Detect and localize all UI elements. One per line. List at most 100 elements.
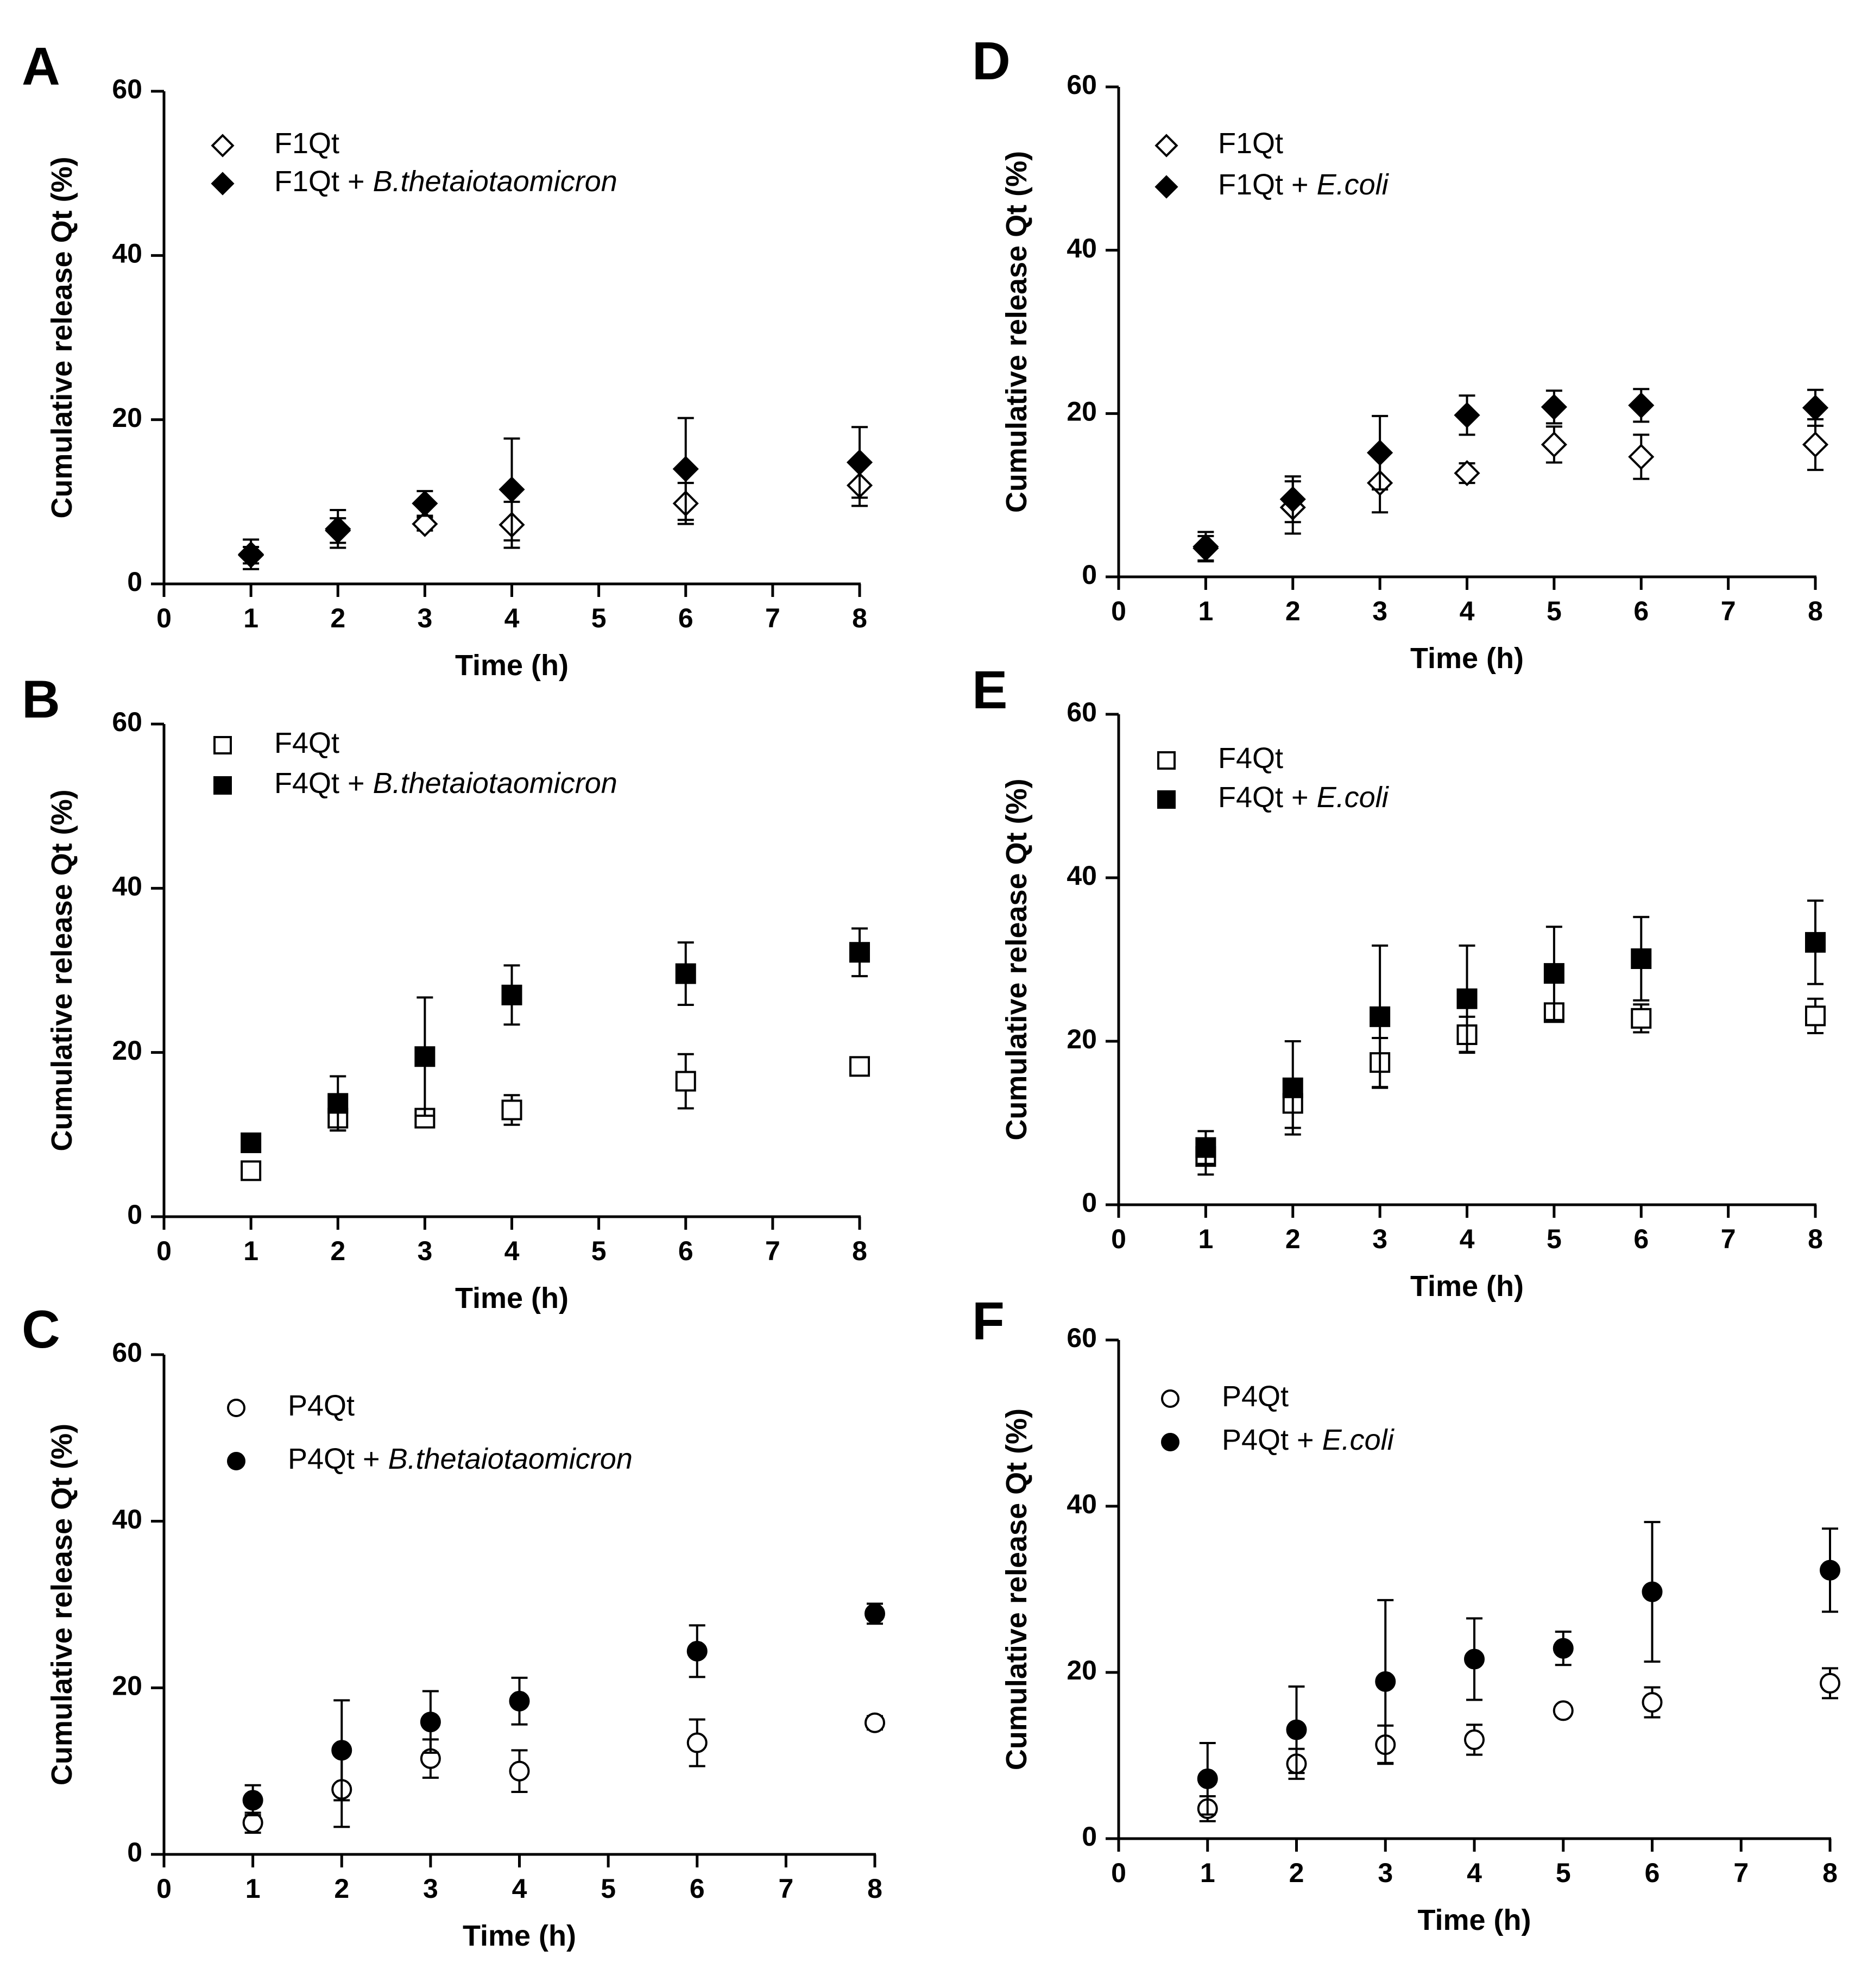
panel-e-y-tick-label: 20 — [1067, 1024, 1097, 1054]
panel-f-x-tick-label: 6 — [1645, 1858, 1660, 1888]
panel-f-data-point — [1553, 1638, 1574, 1659]
panel-a-legend-label-1: F1Qt — [274, 127, 339, 160]
panel-d-data-point — [1454, 460, 1480, 487]
panel-a-x-tick-label: 4 — [504, 603, 520, 633]
panel-f-y-tick-label: 0 — [1082, 1821, 1097, 1852]
panel-a-data-point — [412, 511, 438, 537]
panel-d-legend-label-main: F1Qt — [1218, 127, 1283, 160]
panel-d-x-tick-label: 4 — [1460, 596, 1475, 626]
panel-d-x-tick-label: 1 — [1198, 596, 1213, 626]
panel-a-chart: A 0 1 2 3 4 5 6 7 8 0 20 40 60 Time (h) Cumulative rele… — [22, 36, 873, 682]
panel-b-x-tick-label: 6 — [678, 1236, 693, 1266]
panel-f-data-point — [1375, 1671, 1396, 1692]
panel-f-data-point — [1820, 1672, 1840, 1694]
panel-f-x-tick-label: 8 — [1822, 1858, 1838, 1888]
panel-c-y-tick-label: 0 — [127, 1837, 142, 1867]
panel-a-y-tick-label: 0 — [127, 567, 142, 597]
panel-d-series-2 — [1192, 388, 1829, 563]
panel-f-legend-label-main: P4Qt — [1222, 1380, 1289, 1413]
panel-c-x-tick-label: 8 — [867, 1873, 882, 1904]
panel-a-y-tick-label: 60 — [112, 74, 142, 104]
panel-a-series-2 — [238, 417, 873, 570]
panel-e-data-point — [1805, 932, 1826, 953]
panel-e-x-tick-label: 8 — [1808, 1224, 1823, 1254]
panel-c-x-axis-title: Time (h) — [463, 1920, 576, 1952]
panel-c-data-point — [420, 1712, 441, 1733]
panel-a-y-tick-label: 40 — [112, 238, 142, 269]
panel-b-legend-label-main: F4Qt + — [274, 767, 373, 800]
panel-e-x-tick-label: 6 — [1633, 1224, 1649, 1254]
panel-e-x-tick-label: 3 — [1372, 1224, 1387, 1254]
panel-e-y-tick-label: 0 — [1082, 1187, 1097, 1218]
panel-a-x-tick-label: 7 — [765, 603, 780, 633]
panel-a-y-tick-label: 20 — [112, 402, 142, 433]
panel-e-x-tick-label: 7 — [1721, 1224, 1736, 1254]
panel-c-data-point — [686, 1732, 708, 1753]
panel-f-legend-marker-2 — [1161, 1433, 1179, 1451]
panel-a-x-tick-label: 1 — [243, 603, 258, 633]
panel-d-data-point — [1279, 486, 1306, 513]
panel-d-data-point — [1541, 394, 1567, 420]
panel-f-data-point — [1642, 1581, 1663, 1602]
panel-f-x-tick-label: 7 — [1733, 1858, 1749, 1888]
panel-a-legend-marker-1 — [211, 134, 235, 158]
panel-f-y-tick-label: 40 — [1067, 1489, 1097, 1519]
panel-b-data-point — [849, 942, 870, 963]
panel-c-x-tick-label: 0 — [156, 1873, 172, 1904]
panel-a-data-point — [499, 476, 525, 503]
panel-c-x-tick-label: 3 — [423, 1873, 438, 1904]
panel-f-series-1 — [1197, 1667, 1840, 1822]
panel-f-x-tick-label: 0 — [1111, 1858, 1126, 1888]
panel-c-data-point — [865, 1603, 885, 1624]
panel-f-legend-label-1: P4Qt — [1222, 1380, 1289, 1413]
panel-a-x-tick-label: 5 — [591, 603, 607, 633]
panel-a-data-point — [672, 456, 699, 482]
panel-b-x-tick-label: 4 — [504, 1236, 520, 1266]
panel-d-data-point — [1454, 402, 1480, 429]
panel-b-y-tick-label: 0 — [127, 1199, 142, 1230]
panel-d-data-point — [1367, 439, 1393, 466]
panel-d-legend-label-organism: E.coli — [1317, 168, 1390, 201]
panel-d-x-tick-label: 7 — [1721, 596, 1736, 626]
panel-a-legend-marker-2 — [211, 172, 235, 196]
panel-c-data-point — [331, 1740, 352, 1761]
panel-d-legend-label-2: F1Qt + E.coli — [1218, 168, 1390, 201]
panel-e-y-tick-label: 40 — [1067, 860, 1097, 891]
panel-f-data-point — [1642, 1692, 1663, 1713]
panel-c-series-2 — [242, 1602, 885, 1816]
panel-b-series-1 — [241, 1053, 870, 1181]
panel-f-x-axis-title: Time (h) — [1417, 1904, 1531, 1936]
panel-c-legend-label-main: P4Qt + — [288, 1443, 388, 1475]
panel-d-data-point — [1802, 431, 1829, 458]
panel-e-legend-marker-1 — [1157, 751, 1176, 770]
panel-c-x-tick-label: 1 — [245, 1873, 261, 1904]
panel-c-data-point — [509, 1690, 530, 1712]
panel-c-legend-marker-2 — [227, 1452, 245, 1470]
panel-c-y-tick-label: 20 — [112, 1671, 142, 1701]
panel-d-y-tick-label: 40 — [1067, 233, 1097, 263]
panel-c-letter: C — [22, 1299, 60, 1359]
panel-a-x-tick-label: 8 — [852, 603, 867, 633]
panel-d-y-axis-title: Cumulative release Qt (%) — [1000, 151, 1033, 513]
panel-e-legend-label-2: F4Qt + E.coli — [1218, 781, 1390, 814]
panel-e-legend-label-main: F4Qt — [1218, 742, 1283, 775]
panel-b-legend-label-2: F4Qt + B.thetaiotaomicron — [274, 767, 617, 800]
panel-e-x-tick-label: 2 — [1285, 1224, 1301, 1254]
panel-a-x-tick-label: 2 — [330, 603, 345, 633]
panel-c-data-point — [686, 1640, 708, 1662]
panel-c-legend-label-organism: B.thetaiotaomicron — [388, 1443, 633, 1475]
panel-b-x-axis-title: Time (h) — [455, 1282, 569, 1314]
panel-d-legend-marker-2 — [1154, 175, 1178, 199]
panel-b-legend-label-1: F4Qt — [274, 727, 339, 759]
panel-d-x-tick-label: 0 — [1111, 596, 1126, 626]
panel-e-data-point — [1631, 1008, 1652, 1029]
panel-c-y-tick-label: 60 — [112, 1337, 142, 1368]
panel-f-data-point — [1464, 1649, 1485, 1670]
panel-b-data-point — [849, 1056, 870, 1077]
panel-a-x-axis-title: Time (h) — [455, 649, 569, 682]
panel-e-x-tick-label: 0 — [1111, 1224, 1126, 1254]
panel-c-chart: C 0 1 2 3 4 5 6 7 8 0 20 40 60 Time (h) Cumulative rele… — [22, 1299, 885, 1952]
panel-e-legend-label-organism: E.coli — [1317, 781, 1390, 814]
panel-a-data-point — [325, 515, 351, 542]
